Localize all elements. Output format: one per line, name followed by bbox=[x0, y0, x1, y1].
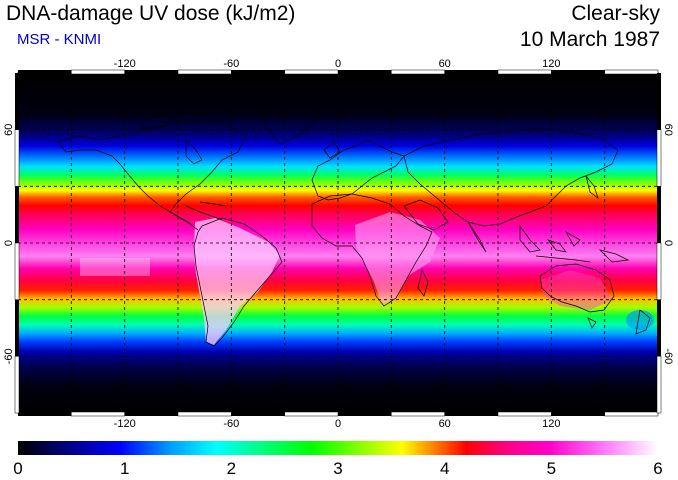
date-label: 10 March 1987 bbox=[519, 28, 660, 51]
graticule bbox=[18, 73, 658, 413]
colorbar-labels: 0 1 2 3 4 5 6 bbox=[13, 459, 662, 478]
colorbar-label: 1 bbox=[120, 459, 129, 478]
lat-label-right: 0 bbox=[662, 240, 674, 246]
map-frame bbox=[14, 69, 662, 417]
lat-label-right: 60 bbox=[662, 124, 674, 136]
lon-label-top: -60 bbox=[223, 58, 239, 70]
colorbar-label: 4 bbox=[440, 459, 449, 478]
colorbar bbox=[18, 441, 658, 455]
map-title: DNA-damage UV dose (kJ/m2) bbox=[6, 2, 296, 25]
lon-label-bottom: 0 bbox=[335, 418, 341, 430]
lat-label-left: 60 bbox=[3, 124, 15, 136]
lon-label-top: 120 bbox=[542, 58, 560, 70]
colorbar-label: 5 bbox=[547, 459, 556, 478]
sky-condition-label: Clear-sky bbox=[571, 2, 660, 25]
lon-label-bottom: -60 bbox=[223, 418, 239, 430]
left-latitude-labels: 60 0 -60 bbox=[3, 124, 15, 365]
colorbar-label: 2 bbox=[227, 459, 236, 478]
lat-label-left: -60 bbox=[3, 348, 15, 364]
lat-label-left: 0 bbox=[3, 240, 15, 246]
top-longitude-labels: -120 -60 0 60 120 bbox=[114, 58, 561, 70]
bottom-longitude-labels: -120 -60 0 60 120 bbox=[114, 418, 561, 430]
colorbar-label: 6 bbox=[653, 459, 662, 478]
lon-label-top: 0 bbox=[335, 58, 341, 70]
lon-label-top: 60 bbox=[439, 58, 451, 70]
lon-label-bottom: -120 bbox=[114, 418, 136, 430]
colorbar-label: 3 bbox=[333, 459, 342, 478]
colorbar-label: 0 bbox=[13, 459, 22, 478]
lat-label-right: -60 bbox=[662, 348, 674, 364]
source-label: MSR - KNMI bbox=[17, 31, 102, 48]
lon-label-top: -120 bbox=[114, 58, 136, 70]
coastlines bbox=[57, 99, 651, 347]
lon-label-bottom: 120 bbox=[542, 418, 560, 430]
lon-label-bottom: 60 bbox=[439, 418, 451, 430]
right-latitude-labels: 60 0 -60 bbox=[662, 124, 674, 365]
